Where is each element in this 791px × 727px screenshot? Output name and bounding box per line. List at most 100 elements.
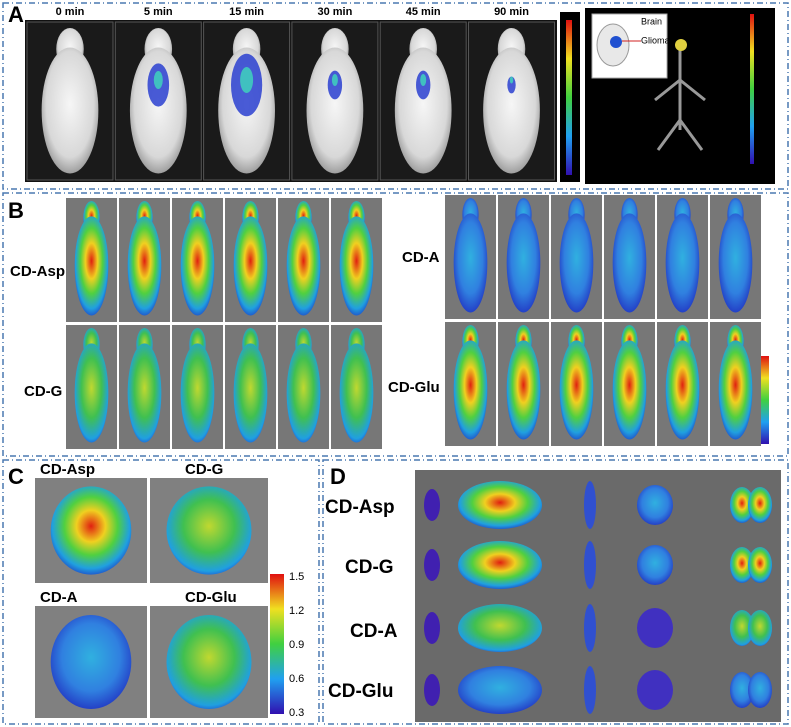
group-label: CD-A [40, 589, 78, 606]
mouse-body [559, 340, 594, 440]
panel-label: C [8, 464, 24, 489]
colorbar-tick-label: 0.3 [289, 707, 304, 719]
panel-c-border [2, 459, 320, 725]
organ-spleen [584, 604, 596, 652]
ct-skeleton [654, 45, 706, 151]
group-label: CD-Asp [325, 497, 395, 518]
signal [507, 76, 516, 94]
group-label: CD-G [24, 383, 62, 400]
organ-spleen [584, 541, 596, 589]
group-label: CD-A [350, 621, 398, 642]
mouse-body [612, 340, 647, 440]
time-label: 30 min [317, 6, 352, 18]
mouse-body [453, 213, 488, 313]
organ-liver [458, 541, 542, 589]
panel-a-border [2, 2, 789, 190]
panel-label: A [8, 2, 24, 27]
time-label: 90 min [494, 6, 529, 18]
group-label: CD-A [402, 249, 440, 266]
organ-kidney [730, 672, 754, 708]
signal [509, 76, 514, 84]
inset-label: Brain [641, 16, 662, 26]
organ-kidney [730, 610, 754, 646]
mouse-body [339, 216, 374, 316]
mouse-body [506, 340, 541, 440]
organ-liver [458, 666, 542, 714]
panel-c-colorbar [270, 574, 284, 714]
time-label: 0 min [56, 6, 85, 18]
panel-a-ct-colorbar [750, 14, 754, 164]
signal [153, 71, 163, 89]
mouse-body [286, 343, 321, 443]
signal [240, 67, 254, 93]
organ-heart [424, 674, 440, 706]
mouse-body [718, 340, 753, 440]
mouse-body [286, 216, 321, 316]
mouse-body [180, 343, 215, 443]
time-label: 15 min [229, 6, 264, 18]
mouse-body [180, 216, 215, 316]
organ-lung [637, 485, 673, 525]
mouse-body [339, 343, 374, 443]
mouse-body [233, 343, 268, 443]
organ-spleen [584, 481, 596, 529]
organ-kidney [748, 487, 772, 523]
organ-liver [458, 604, 542, 652]
mouse-body [74, 216, 109, 316]
organ-kidney [748, 610, 772, 646]
glioma-spot [610, 36, 622, 48]
colorbar-tick-label: 1.5 [289, 571, 304, 583]
mouse-body [665, 213, 700, 313]
signal [331, 74, 338, 86]
tumor-image [166, 486, 252, 575]
organ-spleen [584, 666, 596, 714]
mouse-body [612, 213, 647, 313]
panel-label: B [8, 198, 24, 223]
organ-kidney [730, 487, 754, 523]
time-label: 5 min [144, 6, 173, 18]
mouse-body [74, 343, 109, 443]
organ-kidney [748, 547, 772, 583]
tumor-image [50, 614, 132, 710]
organ-heart [424, 612, 440, 644]
mouse-body [233, 216, 268, 316]
organ-kidney [748, 672, 772, 708]
organ-lung [637, 670, 673, 710]
mouse-body [453, 340, 488, 440]
colorbar-tick-label: 1.2 [289, 605, 304, 617]
panel-label: D [330, 464, 346, 489]
mouse-body [665, 340, 700, 440]
organ-lung [637, 545, 673, 585]
organ-heart [424, 549, 440, 581]
colorbar-tick-label: 0.9 [289, 639, 304, 651]
mouse-body [559, 213, 594, 313]
tumor-image [50, 486, 132, 575]
panel-a-colorbar [566, 20, 572, 175]
organ-lung [637, 608, 673, 648]
time-label: 45 min [406, 6, 441, 18]
panel-b-border [2, 192, 789, 457]
organ-kidney [730, 547, 754, 583]
mouse-body [41, 47, 99, 174]
signal [420, 74, 427, 86]
mouse-body [718, 213, 753, 313]
group-label: CD-Asp [10, 263, 65, 280]
group-label: CD-Glu [388, 379, 440, 396]
group-label: CD-G [185, 461, 223, 478]
group-label: CD-Glu [328, 681, 393, 702]
mouse-body [306, 47, 364, 174]
group-label: CD-G [345, 557, 394, 578]
colorbar-tick-label: 0.6 [289, 673, 304, 685]
group-label: CD-Asp [40, 461, 95, 478]
group-label: CD-Glu [185, 589, 237, 606]
organ-liver [458, 481, 542, 529]
tumor-image [166, 614, 252, 710]
mouse-body [506, 213, 541, 313]
mouse-body [127, 216, 162, 316]
panel-d-border [322, 459, 789, 725]
mouse-body [483, 47, 540, 174]
organ-heart [424, 489, 440, 521]
mouse-body [129, 47, 187, 174]
mouse-body [394, 47, 452, 174]
